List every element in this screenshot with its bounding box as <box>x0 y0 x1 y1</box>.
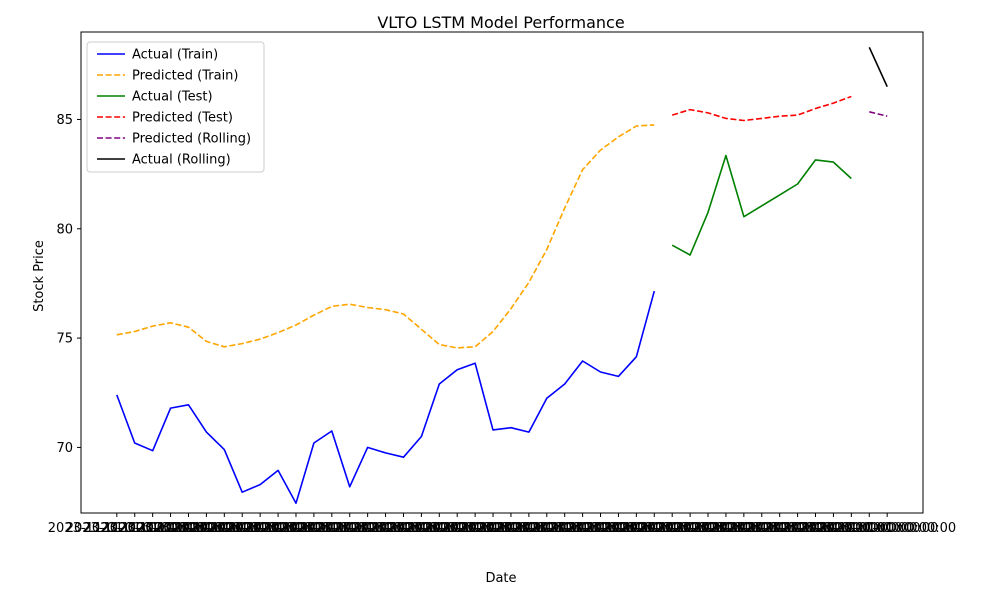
chart-title: VLTO LSTM Model Performance <box>377 13 624 32</box>
y-axis-label: Stock Price <box>32 240 47 312</box>
y-tick-label: 75 <box>56 332 73 347</box>
legend-label: Predicted (Test) <box>132 111 233 126</box>
y-tick-label: 70 <box>56 441 73 456</box>
y-tick-label: 85 <box>56 113 73 128</box>
legend-label: Actual (Rolling) <box>132 153 231 168</box>
y-tick-label: 80 <box>56 222 73 237</box>
legend-label: Actual (Train) <box>132 48 218 63</box>
legend-label: Predicted (Rolling) <box>132 132 251 147</box>
legend: Actual (Train) Predicted (Train) Actual (T… <box>87 42 264 172</box>
x-axis-label: Date <box>485 571 516 586</box>
legend-label: Actual (Test) <box>132 90 213 105</box>
legend-label: Predicted (Train) <box>132 69 239 84</box>
x-tick-label: 2023-11-01 00:00:00 <box>818 521 956 536</box>
